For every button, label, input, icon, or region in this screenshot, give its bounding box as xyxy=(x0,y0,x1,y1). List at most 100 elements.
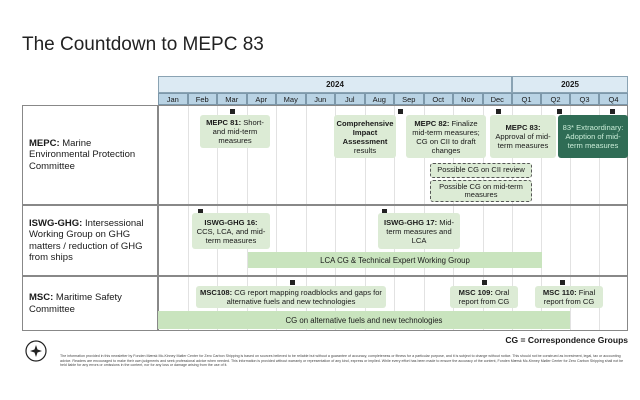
event-box: ISWG-GHG 16: CCS, LCA, and mid-term meas… xyxy=(192,213,270,249)
milestone-marker xyxy=(198,209,203,214)
period-cell: Sep xyxy=(394,93,424,105)
event-box: 83* Extraordinary: Adoption of mid-term … xyxy=(558,115,628,158)
grid-line xyxy=(423,277,425,330)
event-text: ISWG-GHG 16: CCS, LCA, and mid-term meas… xyxy=(195,218,267,245)
text: CG on alternative fuels and new technolo… xyxy=(285,315,443,325)
text: results xyxy=(353,145,377,155)
row-body xyxy=(158,205,628,276)
period-cell: Nov xyxy=(453,93,483,105)
row-body xyxy=(158,276,628,331)
event-text: MSC 110: Final report from CG xyxy=(538,288,600,306)
period-cell: May xyxy=(276,93,306,105)
text: Final report from CG xyxy=(543,288,596,306)
text: Short- and mid-term measures xyxy=(212,118,264,145)
grid-line xyxy=(541,206,542,275)
event-text: MEPC 83: Approval of mid-term measures xyxy=(493,123,553,150)
row-label: ISWG-GHG: Intersessional Working Group o… xyxy=(22,205,158,276)
period-cell: Dec xyxy=(482,93,512,105)
grid-line xyxy=(217,106,218,204)
event-text: ISWG-GHG 17: Mid-term measures and LCA xyxy=(381,218,457,245)
text: Mid-term measures and LCA xyxy=(386,217,455,245)
event-box: MEPC 83: Approval of mid-term measures xyxy=(490,115,556,158)
bold-text: ISWG-GHG 17: xyxy=(383,217,438,227)
bold-text: MSC108: xyxy=(200,288,233,297)
period-cell: Jul xyxy=(335,93,365,105)
bold-text: ISWG-GHG 16: xyxy=(204,217,258,227)
period-cell: Oct xyxy=(423,93,453,105)
text: Intersessional Working Group on GHG matt… xyxy=(29,217,144,264)
disclaimer: The information provided in this newslet… xyxy=(60,354,624,368)
grid-line xyxy=(305,106,307,204)
event-box: MSC 109: Oral report from CG xyxy=(450,286,518,308)
year-cell: 2025 xyxy=(512,76,628,93)
milestone-marker xyxy=(382,209,387,214)
event-text: MSC108: CG report mapping roadblocks and… xyxy=(199,288,383,306)
event-box: ISWG-GHG 17: Mid-term measures and LCA xyxy=(378,213,460,249)
milestone-marker xyxy=(560,280,565,285)
year-cell: 2024 xyxy=(158,76,512,93)
milestone-marker xyxy=(496,109,501,114)
milestone-marker xyxy=(610,109,615,114)
bold-text: MSC 110: xyxy=(542,288,577,297)
event-text: Comprehensive Impact Assessment results xyxy=(337,119,394,155)
text: Possible CG on CII review xyxy=(437,165,525,175)
bold-text: Comprehensive Impact Assessment xyxy=(336,118,394,146)
row-label-text: ISWG-GHG: Intersessional Working Group o… xyxy=(29,218,151,264)
period-cell: Aug xyxy=(364,93,394,105)
grid-line xyxy=(187,206,189,275)
period-cell: Jan xyxy=(158,93,188,105)
milestone-marker xyxy=(230,109,235,114)
grid-line xyxy=(335,206,336,275)
text: LCA CG & Technical Expert Working Group xyxy=(320,255,470,265)
event-box: MEPC 81: Short- and mid-term measures xyxy=(200,115,270,148)
bold-text: ISWG-GHG: xyxy=(29,217,83,229)
legend: CG = Correspondence Groups xyxy=(505,335,628,345)
text: 83* Extraordinary: Adoption of mid-term … xyxy=(562,123,624,150)
period-cell: Mar xyxy=(217,93,247,105)
row-label: MEPC: Marine Environmental Protection Co… xyxy=(22,105,158,205)
row-label: MSC: Maritime Safety Committee xyxy=(22,276,158,331)
period-cell: Q3 xyxy=(570,93,599,105)
event-text: MEPC 81: Short- and mid-term measures xyxy=(203,118,267,145)
grid-line xyxy=(570,206,571,275)
grid-line xyxy=(276,106,277,204)
grid-line xyxy=(482,206,484,275)
event-text: 83* Extraordinary: Adoption of mid-term … xyxy=(561,123,625,150)
group-bar: LCA CG & Technical Expert Working Group xyxy=(248,252,542,268)
grid-line xyxy=(512,206,513,275)
grid-line xyxy=(394,277,395,330)
text: Finalize mid-term measures; CG on CII to… xyxy=(412,118,480,155)
bold-text: MEPC: xyxy=(29,137,60,149)
grid-line xyxy=(246,106,248,204)
event-box: MEPC 82: Finalize mid-term measures; CG … xyxy=(406,115,486,158)
text: Approval of mid-term measures xyxy=(495,132,551,150)
text: Marine Environmental Protection Committe… xyxy=(29,137,136,172)
period-cell: Jun xyxy=(305,93,335,105)
milestone-marker xyxy=(482,280,487,285)
text: CCS, LCA, and mid-term measures xyxy=(196,226,266,245)
milestone-marker xyxy=(557,109,562,114)
bold-text: MSC: xyxy=(29,292,54,303)
milestone-marker xyxy=(290,280,295,285)
grid-line xyxy=(187,106,189,204)
row-label-text: MEPC: Marine Environmental Protection Co… xyxy=(29,138,151,173)
period-cell: Q2 xyxy=(541,93,570,105)
bold-text: MEPC 82: xyxy=(414,118,450,128)
bold-text: MEPC 81: xyxy=(206,118,242,127)
event-text: MEPC 82: Finalize mid-term measures; CG … xyxy=(409,119,483,155)
row-label-text: MSC: Maritime Safety Committee xyxy=(29,292,151,315)
title: The Countdown to MEPC 83 xyxy=(22,34,264,55)
group-bar: Possible CG on mid-term measures xyxy=(430,180,532,202)
grid-line xyxy=(187,277,189,330)
text: Possible CG on mid-term measures xyxy=(439,181,523,199)
logo xyxy=(25,340,47,362)
event-box: Comprehensive Impact Assessment results xyxy=(334,115,396,158)
text: CG report mapping roadblocks and gaps fo… xyxy=(226,288,382,306)
event-box: MSC108: CG report mapping roadblocks and… xyxy=(196,286,386,308)
bold-text: MEPC 83: xyxy=(505,123,541,132)
event-box: MSC 110: Final report from CG xyxy=(535,286,603,308)
grid-line xyxy=(305,206,307,275)
grid-line xyxy=(599,206,600,275)
period-cell: Q1 xyxy=(512,93,541,105)
